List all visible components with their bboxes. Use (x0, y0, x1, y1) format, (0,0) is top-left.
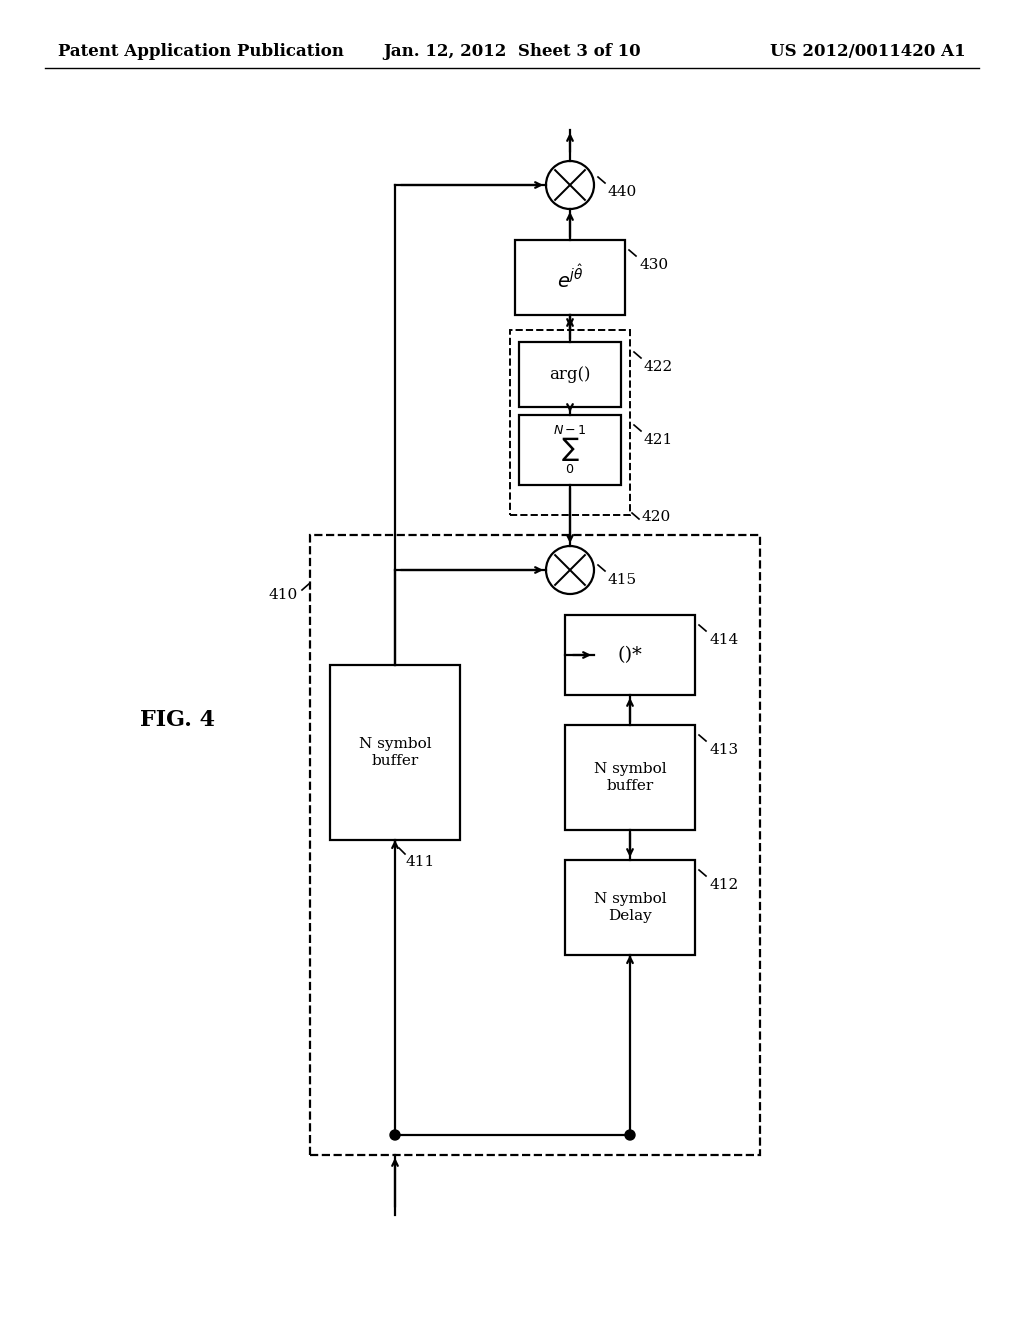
Text: N symbol
buffer: N symbol buffer (594, 763, 667, 792)
Bar (519, 414, 621, 484)
Text: Patent Application Publication: Patent Application Publication (58, 44, 344, 61)
Text: FIG. 4: FIG. 4 (140, 709, 215, 731)
Bar (310, 535, 760, 1155)
Text: US 2012/0011420 A1: US 2012/0011420 A1 (770, 44, 966, 61)
Bar (565, 861, 695, 954)
Text: N symbol
Delay: N symbol Delay (594, 892, 667, 923)
Text: ()*: ()* (617, 645, 642, 664)
Text: arg(): arg() (549, 366, 591, 383)
Bar (330, 665, 460, 840)
Text: 414: 414 (709, 634, 738, 647)
Text: $\sum_{0}^{N-1}$: $\sum_{0}^{N-1}$ (553, 424, 587, 477)
Circle shape (390, 1130, 400, 1140)
Circle shape (625, 1130, 635, 1140)
Text: $e^{j\hat{\theta}}$: $e^{j\hat{\theta}}$ (557, 264, 584, 292)
Text: 415: 415 (608, 573, 637, 587)
Bar (515, 240, 625, 315)
Text: 411: 411 (406, 855, 434, 869)
Text: 421: 421 (644, 433, 673, 447)
Bar (510, 330, 630, 515)
Text: 413: 413 (709, 743, 738, 756)
Text: 440: 440 (608, 185, 637, 199)
Bar (519, 342, 621, 407)
Bar (565, 725, 695, 830)
Text: Jan. 12, 2012  Sheet 3 of 10: Jan. 12, 2012 Sheet 3 of 10 (383, 44, 641, 61)
Text: 412: 412 (709, 878, 738, 892)
Text: 422: 422 (644, 360, 673, 374)
Text: 430: 430 (639, 257, 668, 272)
Bar (565, 615, 695, 696)
Text: 410: 410 (268, 587, 298, 602)
Text: 420: 420 (642, 510, 672, 524)
Text: N symbol
buffer: N symbol buffer (358, 738, 431, 768)
